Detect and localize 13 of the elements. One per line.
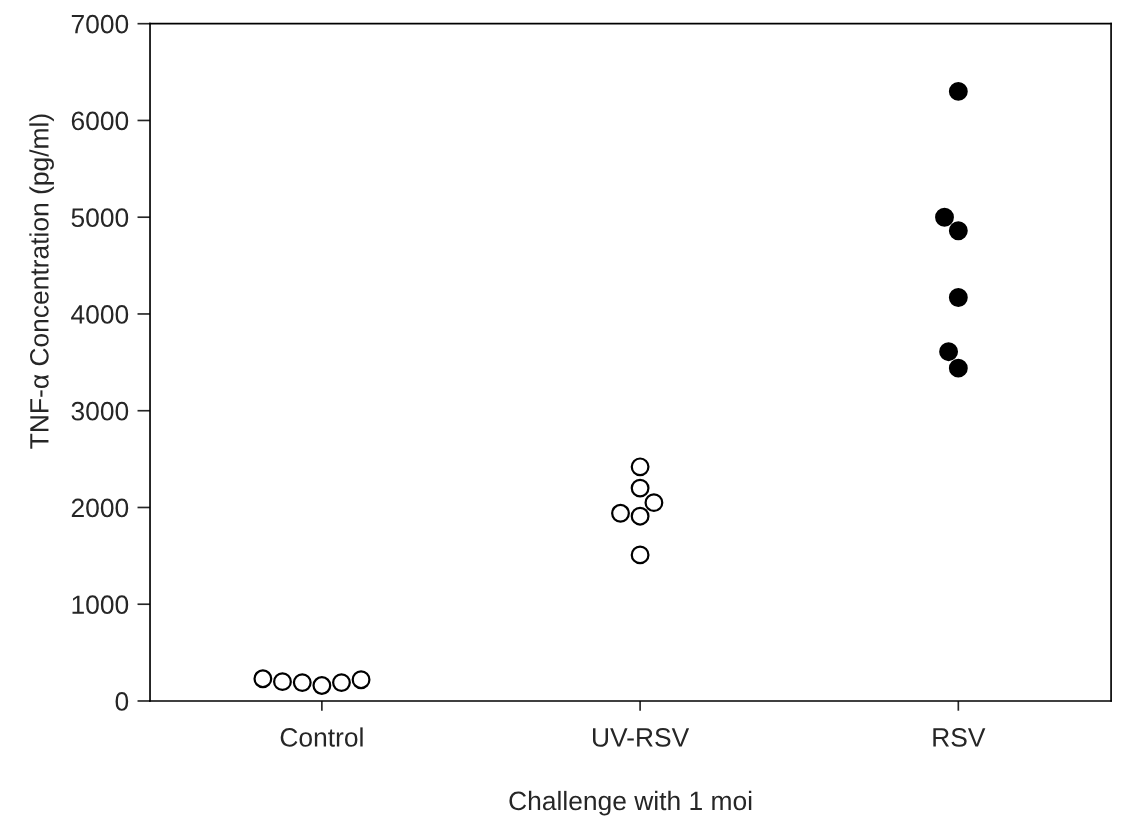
x-tick-label: Control [280,727,363,747]
y-tick-label: 4000 [71,305,129,324]
x-tick-label: RSV [933,728,986,747]
y-tick-label: 1000 [72,595,129,615]
y-tick-label: 6000 [71,111,129,131]
y-tick-label: 7000 [71,14,129,34]
y-axis-title: TNF-α Concentration (pg/ml) [29,114,54,449]
x-axis-title: Challenge with 1 moi [509,790,752,816]
y-tick-label: 0 [115,692,129,711]
y-tick-label: 2000 [71,498,129,518]
y-tick-label: 5000 [71,208,129,228]
x-tick-label: UV-RSV [593,728,690,747]
y-tick-label: 3000 [71,401,129,421]
